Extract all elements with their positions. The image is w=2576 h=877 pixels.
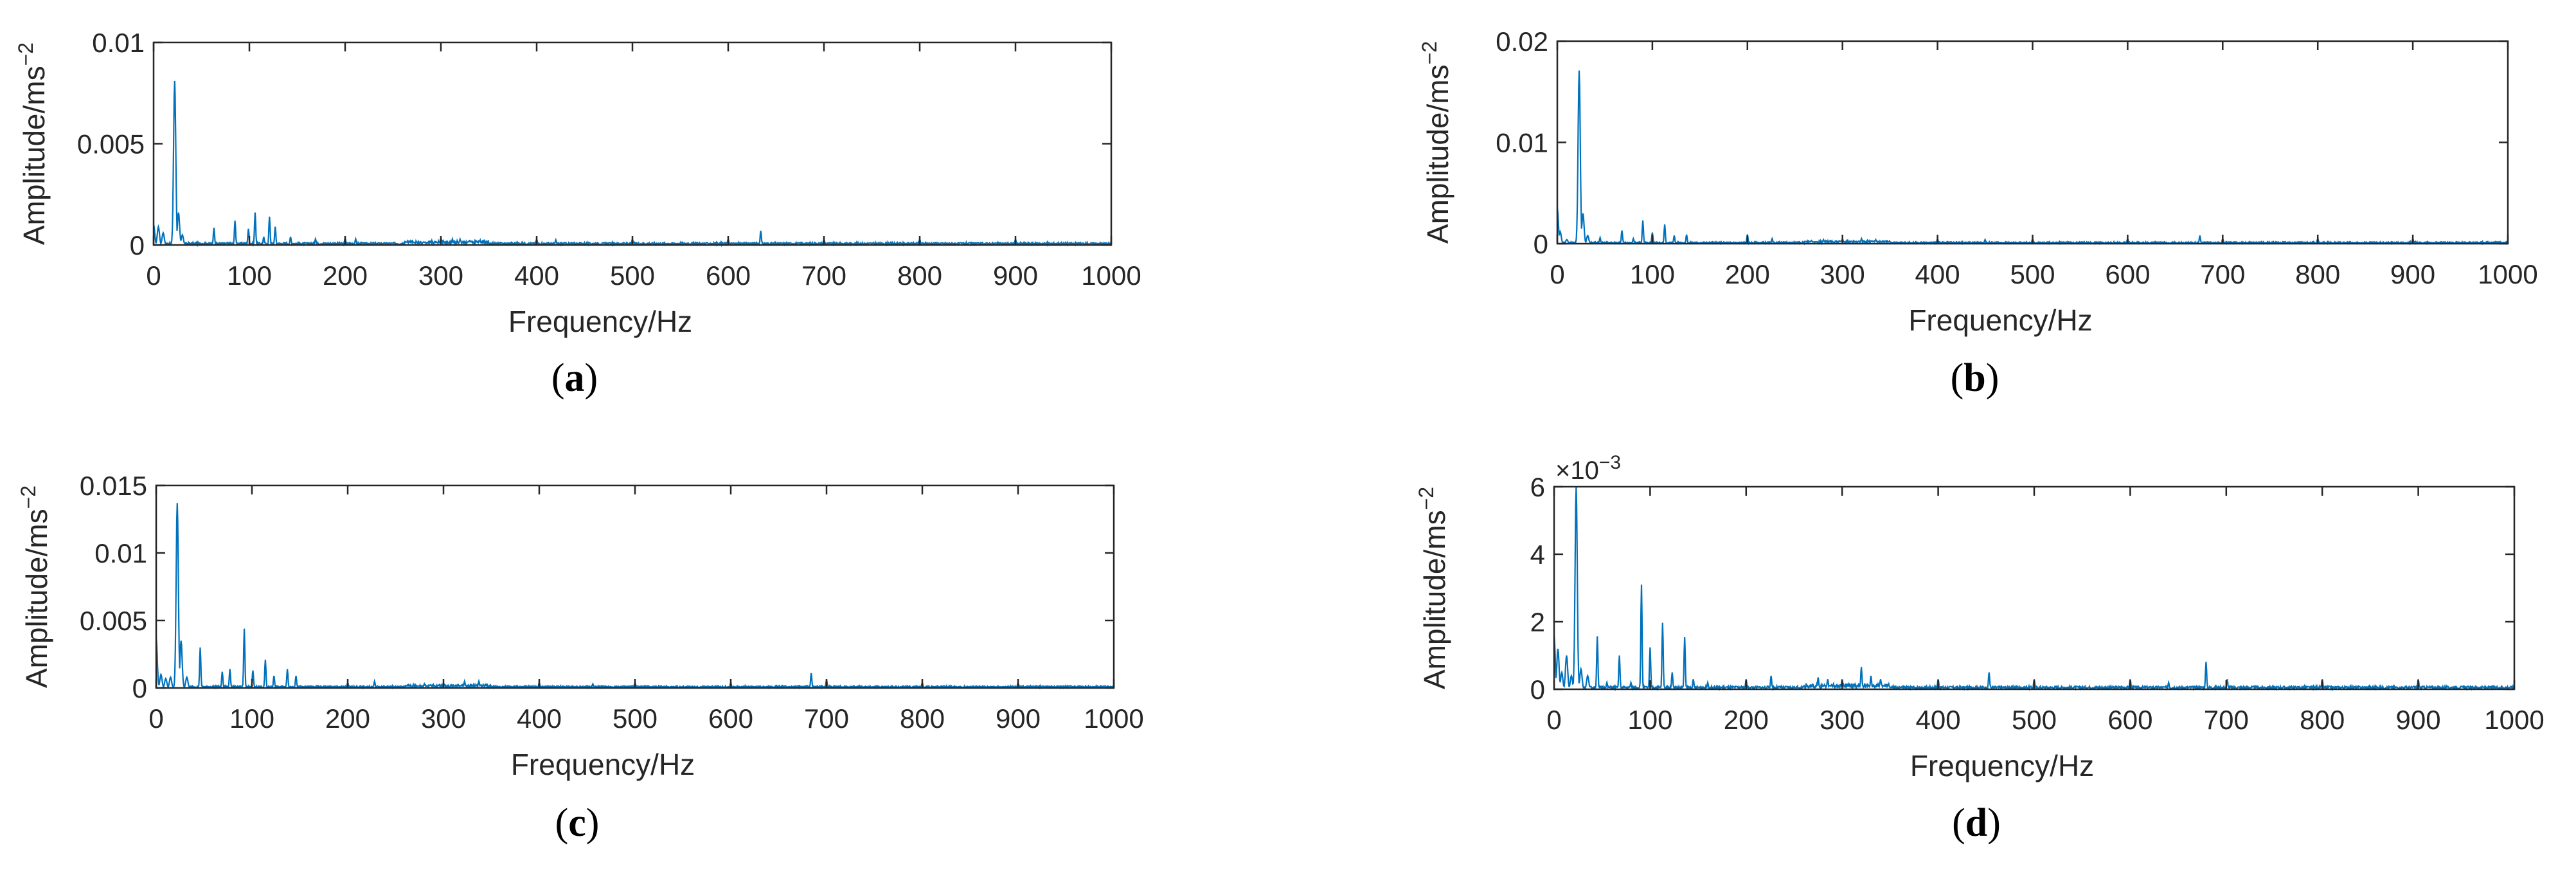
x-tick-label: 300: [1820, 705, 1865, 735]
y-tick-label: 0.005: [77, 129, 145, 159]
x-tick-label: 400: [517, 703, 562, 734]
x-tick-label: 800: [900, 703, 945, 734]
y-tick-label: 0: [132, 673, 147, 703]
x-tick-label: 0: [1550, 259, 1564, 289]
chart-panel-b: 0 100 200 300 400 500 600 700 800 900 1000 0 0.01 0.0…: [1418, 26, 2538, 400]
axes-box: [152, 41, 1113, 246]
y-exponent-label: ×10−3: [1555, 452, 1621, 485]
x-tick-label: 0: [148, 703, 163, 734]
x-tick-label: 700: [804, 703, 849, 734]
x-tick-label: 100: [1630, 259, 1675, 289]
x-tick-label: 0: [146, 260, 161, 291]
y-tick-label: 0.01: [92, 28, 145, 58]
y-tick-label: 0.01: [94, 538, 147, 568]
chart-panel-a: 0 100 200 300 400 500 600 700 800 900 1000 0 0.005 0.…: [14, 28, 1141, 400]
x-tick-label: 500: [2010, 259, 2055, 289]
y-tick-label: 0.015: [80, 471, 147, 501]
y-tick-label: 2: [1530, 607, 1545, 637]
x-axis-label: Frequency/Hz: [1910, 749, 2094, 782]
x-tick-label: 700: [2204, 705, 2249, 735]
x-tick-label: 400: [1916, 705, 1961, 735]
x-tick-label: 200: [323, 260, 368, 291]
y-tick-label: 0.005: [80, 606, 147, 636]
x-tick-label: 200: [1724, 705, 1769, 735]
panel-label: (d): [1952, 801, 2001, 845]
x-axis-label: Frequency/Hz: [511, 748, 695, 781]
x-tick-label: 800: [2300, 705, 2345, 735]
y-axis-label: Amplitude/ms−2: [1415, 487, 1451, 689]
x-tick-label: 600: [708, 703, 753, 734]
axes-box: [1553, 485, 2516, 691]
panel-label: (c): [555, 801, 600, 845]
spectrum-line: [1556, 70, 2509, 246]
x-axis-label: Frequency/Hz: [1908, 303, 2092, 337]
x-tick-label: 300: [1820, 259, 1865, 289]
chart-panel-c: 0 100 200 300 400 500 600 700 800 900 1000 0 0.005 0.…: [17, 471, 1144, 845]
x-tick-label: 500: [610, 260, 655, 291]
x-axis-label: Frequency/Hz: [508, 305, 692, 338]
x-tick-label: 100: [1627, 705, 1672, 735]
x-tick-label: 1000: [2478, 259, 2537, 289]
y-axis-label: Amplitude/ms−2: [17, 485, 53, 688]
x-tick-label: 500: [2012, 705, 2057, 735]
x-tick-label: 800: [897, 260, 942, 291]
x-tick-label: 400: [514, 260, 559, 291]
y-tick-label: 0.01: [1496, 128, 1548, 158]
chart-panel-d: 0 100 200 300 400 500 600 700 800 900 1000 0 2 4 6 ×10−…: [1415, 452, 2545, 845]
x-tick-label: 200: [1725, 259, 1770, 289]
y-axis-label: Amplitude/ms−2: [1418, 41, 1454, 244]
x-tick-label: 300: [418, 260, 463, 291]
x-tick-label: 700: [801, 260, 846, 291]
y-axis-label: Amplitude/ms−2: [14, 42, 51, 245]
x-tick-label: 800: [2295, 259, 2340, 289]
y-tick-label: 0: [130, 230, 145, 260]
x-tick-label: 900: [993, 260, 1038, 291]
spectrum-line: [1553, 486, 2515, 692]
x-tick-label: 1000: [2484, 705, 2544, 735]
x-tick-label: 900: [2396, 705, 2441, 735]
x-tick-label: 700: [2200, 259, 2245, 289]
y-tick-label: 6: [1530, 472, 1545, 502]
x-tick-label: 200: [325, 703, 370, 734]
y-tick-label: 0: [1530, 674, 1545, 705]
y-tick-label: 4: [1530, 539, 1545, 570]
x-tick-label: 100: [229, 703, 274, 734]
y-tick-label: 0.02: [1496, 26, 1548, 57]
x-tick-label: 1000: [1081, 260, 1141, 291]
axes-box: [155, 484, 1115, 689]
panel-label: (b): [1951, 356, 1999, 400]
x-tick-label: 600: [2107, 705, 2152, 735]
panel-label: (a): [551, 356, 598, 400]
x-tick-label: 400: [1915, 259, 1960, 289]
spectrum-line: [155, 503, 1114, 690]
spectrum-line: [152, 80, 1112, 248]
x-tick-label: 900: [2390, 259, 2435, 289]
x-tick-label: 300: [421, 703, 466, 734]
x-tick-label: 600: [706, 260, 751, 291]
x-tick-label: 100: [227, 260, 272, 291]
x-tick-label: 0: [1546, 705, 1561, 735]
x-tick-label: 600: [2105, 259, 2150, 289]
x-tick-label: 900: [996, 703, 1041, 734]
y-tick-label: 0: [1534, 229, 1548, 259]
x-tick-label: 1000: [1084, 703, 1143, 734]
axes-box: [1556, 40, 2509, 245]
x-tick-label: 500: [613, 703, 657, 734]
